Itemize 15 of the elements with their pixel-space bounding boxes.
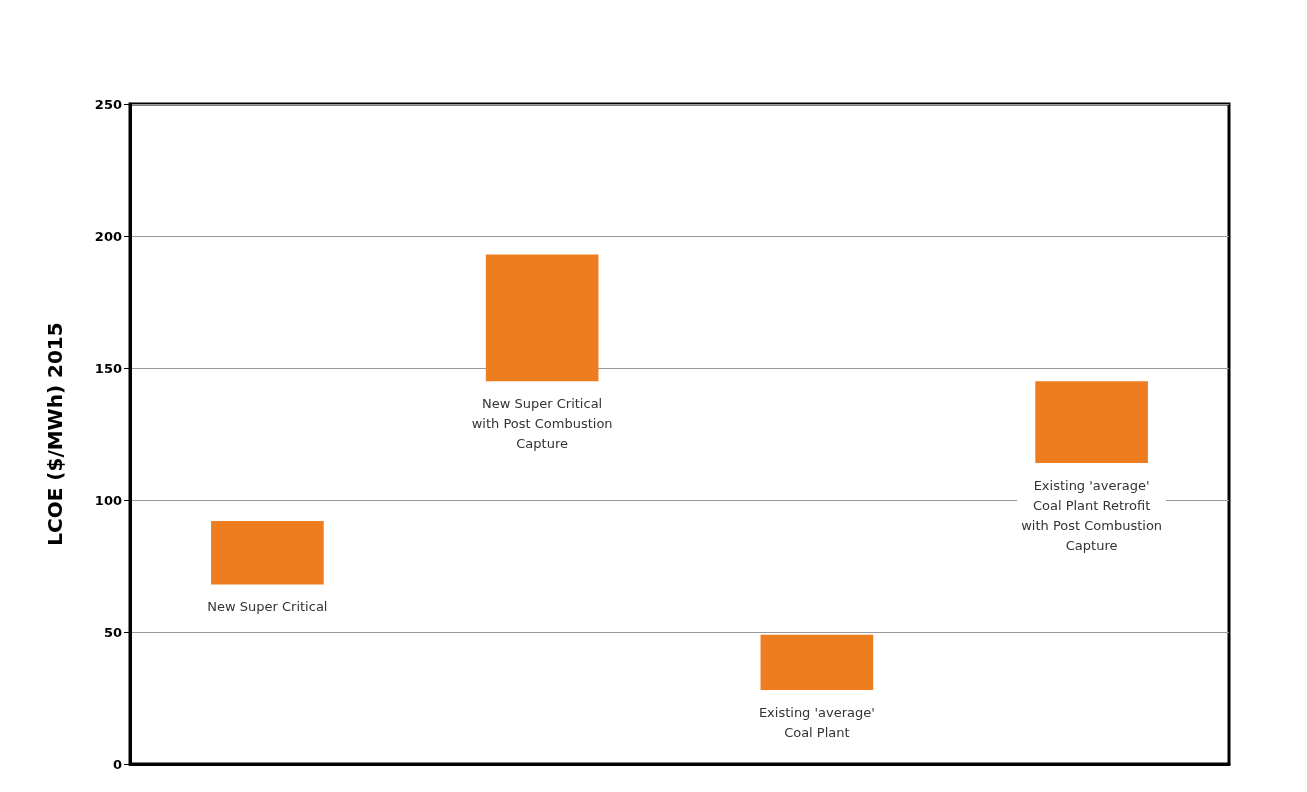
y-tick-label: 0: [112, 756, 122, 772]
y-tick-label: 100: [94, 492, 122, 508]
y-tick-label: 250: [94, 96, 122, 112]
y-tick-label: 200: [94, 228, 122, 244]
x-tick-label: Existing 'average' Coal Plant: [758, 704, 875, 740]
y-tick-label: 150: [94, 360, 122, 376]
y-axis-title: LCOE ($/MWh) 2015: [43, 322, 67, 546]
x-tick-label: New Super Critical: [207, 598, 328, 614]
x-tick-label: Existing 'average' Coal Plant Retrofit with Post Combustion Capture: [1021, 477, 1163, 553]
bar: [1035, 381, 1148, 464]
bar: [485, 254, 599, 382]
bar: [211, 521, 324, 585]
x-tick-label: New Super Critical with Post Combustion Capture: [471, 395, 613, 451]
bar: [760, 634, 874, 691]
y-tick-label: 50: [103, 624, 122, 640]
